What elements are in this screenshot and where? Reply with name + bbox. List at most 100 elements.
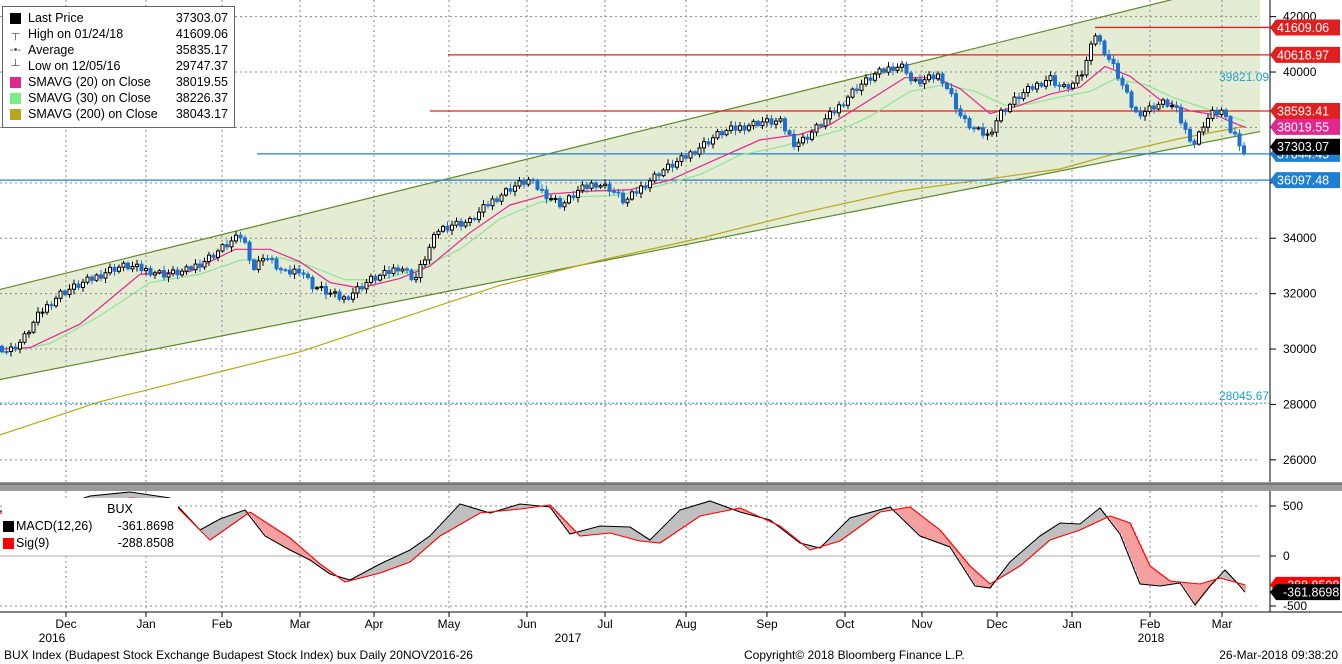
candle-body (589, 182, 594, 189)
price-label-box (1270, 118, 1340, 135)
legend-label: High on 01/24/18 (28, 27, 124, 41)
candle-body (931, 74, 936, 80)
candle-body (1147, 105, 1152, 113)
candle-body (900, 63, 904, 68)
price-label-text: 40618.97 (1277, 48, 1329, 62)
candle-body (787, 130, 792, 135)
candle-body (67, 288, 72, 295)
candle-body (355, 286, 360, 294)
price-tick-label: 40000 (1283, 65, 1317, 79)
candle-body (468, 218, 472, 223)
candle-body (175, 269, 180, 276)
candle-body (1021, 92, 1026, 100)
price-legend: Last Price 37303.07 ┬ High on 01/24/18 4… (2, 6, 235, 128)
candle-body (693, 151, 697, 155)
month-label: Mar (1212, 617, 1233, 631)
candle-body (76, 283, 81, 288)
candle-body (243, 237, 247, 243)
candle-body (967, 118, 972, 129)
legend-label: Last Price (28, 11, 84, 25)
candle-body (886, 66, 891, 73)
average-marker-icon: -•- (9, 44, 22, 56)
candle-body (715, 131, 720, 139)
price-label-text: 38593.41 (1277, 104, 1329, 118)
candle-body (279, 268, 283, 271)
candle-body (54, 297, 58, 307)
month-label: Feb (212, 617, 233, 631)
candle-body (1129, 91, 1134, 108)
candle-body (157, 270, 162, 274)
candle-body (180, 270, 184, 276)
candle-body (1071, 82, 1075, 89)
candle-body (216, 250, 220, 258)
panel-separator (0, 482, 1342, 491)
candle-body (949, 87, 954, 95)
candle-body (310, 276, 315, 290)
macd-tick-label: 500 (1283, 499, 1303, 513)
candle-body (148, 267, 153, 276)
month-label: Nov (911, 617, 932, 631)
legend-label: Low on 12/05/16 (28, 59, 121, 73)
candle-body (472, 218, 477, 221)
candle-body (1003, 109, 1008, 113)
candle-body (657, 173, 661, 177)
candle-body (211, 254, 216, 258)
candle-body (238, 234, 243, 239)
candle-body (738, 125, 742, 131)
candle-body (1012, 96, 1017, 105)
candle-body (522, 180, 526, 185)
candle-body (1192, 140, 1197, 145)
legend-row-average: -•- Average 35835.17 (7, 42, 230, 58)
candle-body (918, 78, 922, 85)
month-label: Jul (597, 617, 612, 631)
candle-body (895, 66, 900, 71)
candle-body (904, 63, 909, 74)
candle-body (945, 82, 949, 89)
candle-body (643, 185, 648, 189)
candle-body (747, 125, 751, 131)
candle-body (882, 68, 886, 73)
candles-group (0, 33, 1246, 357)
candle-body (1242, 145, 1246, 154)
candle-body (684, 155, 688, 159)
candle-body (58, 290, 63, 299)
candle-body (270, 258, 274, 261)
legend-label: Sig(9) (16, 536, 50, 550)
candle-body (153, 272, 157, 276)
candle-body (189, 266, 193, 271)
macd-tick-label: -500 (1283, 599, 1307, 613)
candle-body (1080, 74, 1084, 77)
candle-body (103, 272, 108, 279)
legend-row-low: ┴ Low on 12/05/16 29747.37 (7, 58, 230, 74)
price-label-box (1270, 172, 1340, 189)
legend-row-last-price: Last Price 37303.07 (7, 10, 230, 26)
smavg200-line (0, 125, 1246, 436)
candle-body (162, 270, 166, 278)
annotation-label: 39821.09 (1219, 70, 1269, 84)
legend-label: SMAVG (200) on Close (28, 107, 158, 121)
candle-body (517, 180, 522, 187)
candle-body (436, 230, 441, 236)
legend-value: 41609.06 (175, 27, 228, 41)
candle-body (940, 73, 945, 84)
candle-body (135, 263, 139, 268)
candle-body (706, 141, 711, 145)
candle-body (220, 244, 225, 252)
candle-body (94, 274, 99, 281)
price-label-box (1270, 102, 1340, 119)
candle-body (990, 131, 994, 135)
candle-body (306, 273, 310, 278)
macd-panel-title: BUX (107, 502, 133, 516)
candle-body (1188, 128, 1192, 142)
signal-line (0, 497, 1246, 586)
candle-body (819, 124, 823, 127)
month-label: Dec (55, 617, 76, 631)
candle-body (45, 304, 49, 313)
candle-body (1170, 105, 1174, 108)
candle-body (0, 345, 4, 353)
macd-tick-label: 0 (1283, 549, 1290, 563)
candle-body (454, 220, 459, 226)
trend-channel-lower-line (0, 130, 1261, 381)
candle-body (432, 234, 436, 248)
candle-body (1233, 131, 1237, 135)
